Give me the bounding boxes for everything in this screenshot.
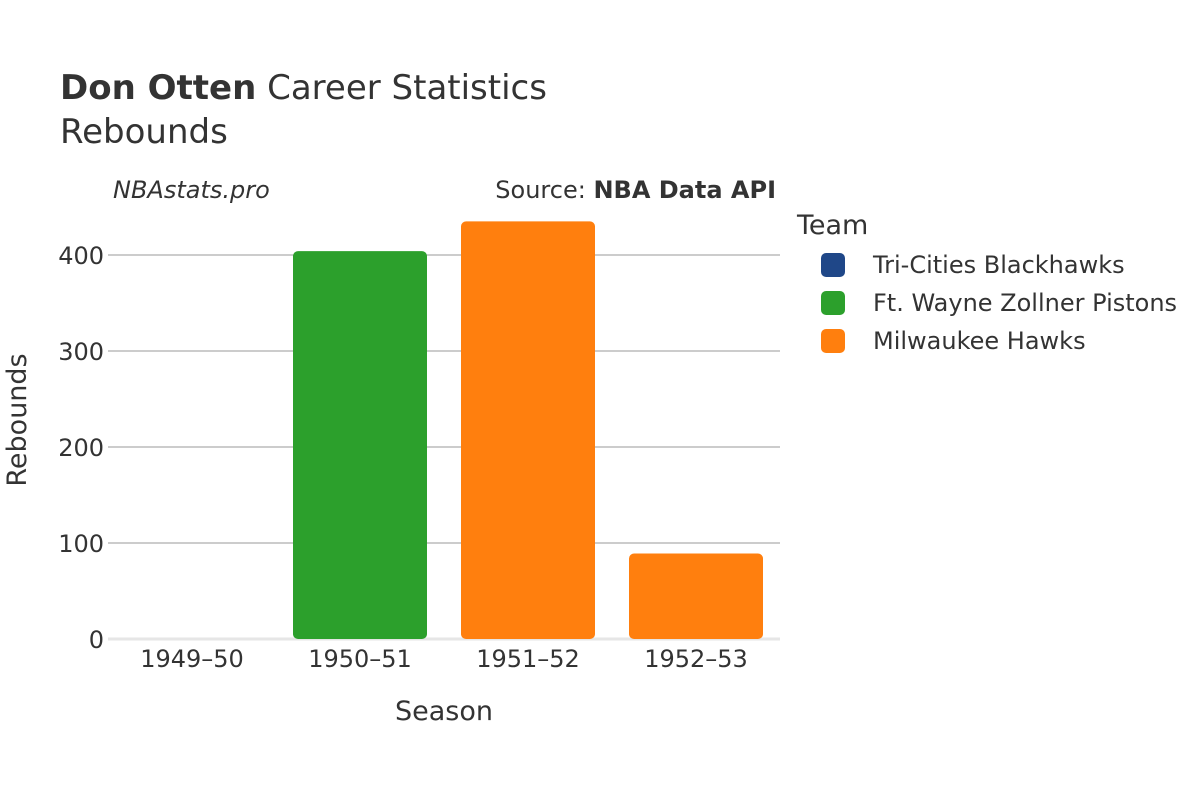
bars [293, 221, 763, 639]
brand-label: NBAstats.pro [113, 176, 270, 204]
y-tick-label: 300 [58, 338, 104, 366]
legend-item-milwaukee[interactable]: Milwaukee Hawks [821, 322, 1177, 360]
x-tick-label: 1951–52 [476, 645, 580, 673]
bar-1950–51[interactable] [293, 251, 427, 639]
source-prefix: Source: [495, 176, 594, 204]
y-tick-label: 100 [58, 530, 104, 558]
y-tick-label: 0 [89, 626, 104, 654]
legend-swatch [821, 291, 845, 315]
legend-swatch [821, 329, 845, 353]
player-name: Don Otten [60, 68, 257, 108]
y-tick-label: 200 [58, 434, 104, 462]
legend-swatch [821, 253, 845, 277]
legend-label: Milwaukee Hawks [873, 327, 1086, 355]
chart-title: Don Otten Career Statistics [60, 66, 547, 110]
x-tick-label: 1952–53 [644, 645, 748, 673]
legend-item-tri-cities[interactable]: Tri-Cities Blackhawks [821, 246, 1177, 284]
legend-label: Ft. Wayne Zollner Pistons [873, 289, 1178, 317]
bar-1952–53[interactable] [629, 553, 763, 639]
legend-title: Team [797, 210, 869, 241]
bar-1951–52[interactable] [461, 221, 595, 639]
source-label: Source: NBA Data API [495, 176, 776, 204]
chart-subtitle: Rebounds [60, 112, 228, 152]
y-axis-ticks: 0 100 200 300 400 [58, 242, 104, 654]
y-axis-title: Rebounds [2, 353, 33, 486]
legend-item-ft-wayne[interactable]: Ft. Wayne Zollner Pistons [821, 284, 1177, 322]
source-name: NBA Data API [593, 176, 776, 204]
x-tick-label: 1949–50 [140, 645, 244, 673]
y-tick-label: 400 [58, 242, 104, 270]
title-rest: Career Statistics [256, 68, 547, 108]
x-axis-ticks: 1949–50 1950–51 1951–52 1952–53 [140, 645, 748, 673]
legend-label: Tri-Cities Blackhawks [873, 251, 1125, 279]
x-tick-label: 1950–51 [308, 645, 412, 673]
x-axis-title: Season [395, 696, 493, 727]
legend: Team Tri-Cities Blackhawks Ft. Wayne Zol… [797, 206, 1177, 360]
